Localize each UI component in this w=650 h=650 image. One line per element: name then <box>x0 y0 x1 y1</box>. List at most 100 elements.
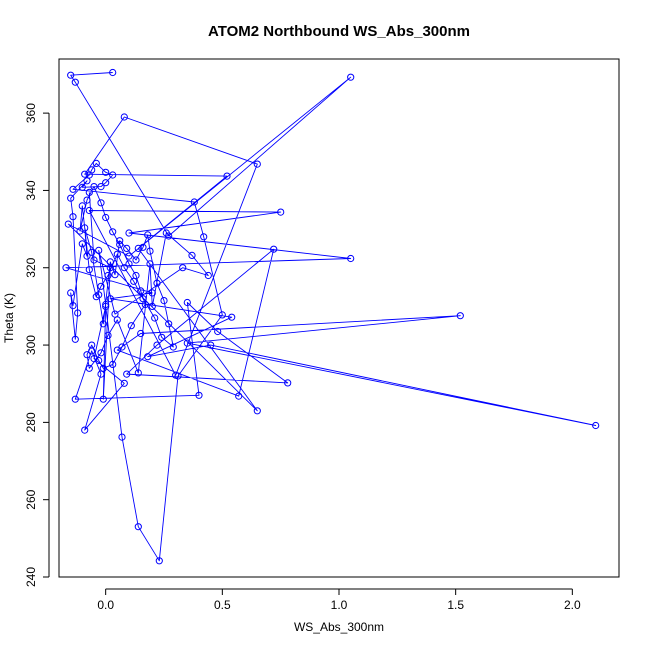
data-point <box>95 291 103 299</box>
data-point <box>85 188 93 196</box>
data-point <box>284 379 292 387</box>
data-point <box>137 329 145 338</box>
data-point <box>69 213 77 221</box>
data-point <box>102 168 110 176</box>
y-tick-label: 340 <box>24 180 38 200</box>
data-point <box>118 343 126 351</box>
data-point <box>127 322 135 330</box>
data-point <box>102 302 110 310</box>
data-point <box>113 250 121 258</box>
data-point <box>71 395 79 403</box>
data-point <box>97 349 105 357</box>
data-point <box>69 302 77 310</box>
data-point <box>277 208 285 216</box>
data-point <box>78 202 86 210</box>
data-point <box>151 314 159 322</box>
data-point <box>132 256 140 264</box>
data-point <box>104 331 112 339</box>
x-tick-label: 2.0 <box>564 598 581 612</box>
data-point <box>207 341 215 349</box>
data-point <box>153 279 161 287</box>
data-point <box>183 298 191 307</box>
data-point <box>120 113 128 121</box>
data-point <box>109 360 117 368</box>
x-axis-title: WS_Abs_300nm <box>294 620 384 634</box>
data-point <box>99 320 107 328</box>
data-point <box>85 364 93 372</box>
data-point <box>99 364 107 372</box>
plot-frame <box>58 58 620 578</box>
data-point <box>253 160 261 168</box>
data-point <box>69 185 77 193</box>
data-point <box>158 333 166 341</box>
data-point <box>67 194 75 202</box>
data-point <box>85 266 93 274</box>
data-point <box>88 341 96 349</box>
data-point <box>179 264 187 272</box>
data-point <box>62 264 70 272</box>
data-point <box>78 240 86 248</box>
data-point <box>188 251 196 259</box>
y-tick-label: 320 <box>24 257 38 277</box>
data-point <box>134 523 142 531</box>
data-point <box>148 289 156 297</box>
data-point <box>139 243 147 251</box>
data-point <box>67 289 75 297</box>
data-point <box>83 252 91 260</box>
data-point <box>102 179 110 187</box>
y-tick-label: 280 <box>24 412 38 432</box>
data-point <box>132 271 140 280</box>
data-point <box>92 293 100 301</box>
data-point <box>456 312 464 320</box>
data-point <box>146 247 154 255</box>
data-point <box>160 297 168 305</box>
data-point <box>174 372 182 380</box>
data-point <box>109 171 117 179</box>
data-point <box>134 244 142 252</box>
data-point <box>183 339 191 347</box>
x-tick-label: 0.0 <box>97 598 114 612</box>
data-point <box>162 229 170 237</box>
data-point <box>83 351 91 359</box>
data-point <box>76 227 84 235</box>
data-point <box>104 271 112 280</box>
data-point <box>190 198 198 206</box>
data-point <box>90 256 98 264</box>
data-point <box>347 73 355 81</box>
data-point <box>125 229 133 237</box>
data-point <box>74 309 82 317</box>
data-point <box>88 166 96 174</box>
data-point <box>200 233 208 241</box>
y-tick-label: 240 <box>24 567 38 587</box>
data-point <box>64 220 72 228</box>
y-tick-label: 260 <box>24 489 38 509</box>
data-point <box>97 282 105 290</box>
data-point <box>97 183 105 191</box>
data-point <box>88 248 96 256</box>
y-tick-label: 300 <box>24 335 38 355</box>
data-point <box>169 343 177 351</box>
series-group <box>62 68 600 565</box>
data-point <box>228 313 236 321</box>
data-point <box>165 320 173 328</box>
data-point <box>195 391 203 399</box>
data-point <box>102 213 110 222</box>
data-point <box>144 353 152 361</box>
chart-title: ATOM2 Northbound WS_Abs_300nm <box>208 23 470 40</box>
data-point <box>153 341 161 349</box>
data-point <box>109 228 117 236</box>
data-point <box>141 300 149 309</box>
data-point <box>123 370 131 378</box>
data-point <box>235 392 243 400</box>
data-point <box>83 196 91 204</box>
data-point <box>270 245 278 253</box>
data-point <box>111 310 119 318</box>
data-point <box>116 241 124 249</box>
data-point <box>111 271 119 279</box>
data-point <box>97 199 105 207</box>
data-point <box>81 426 89 434</box>
data-point <box>223 172 231 180</box>
data-point <box>78 183 86 191</box>
data-point <box>81 170 89 178</box>
